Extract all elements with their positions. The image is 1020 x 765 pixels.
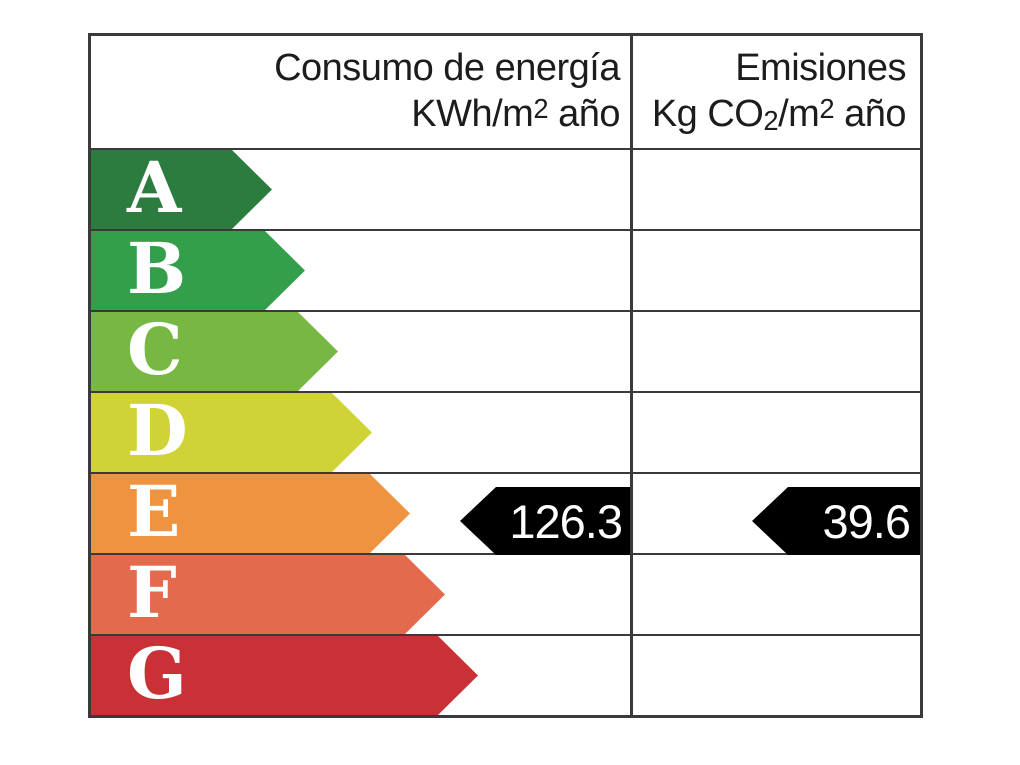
consumption-column-header: Consumo de energía KWh/m2 año xyxy=(91,36,630,148)
consumption-value: 126.3 xyxy=(509,494,623,548)
emissions-column-header: Emisiones Kg CO2/m2 año xyxy=(630,36,920,148)
rating-row-b: B xyxy=(91,229,920,310)
emissions-header-line1: Emisiones xyxy=(735,46,906,89)
subscript-2: 2 xyxy=(763,105,779,137)
rating-letter-g: G xyxy=(127,631,187,715)
rating-row-g: G xyxy=(91,634,920,715)
energy-rating-table: Consumo de energía KWh/m2 año Emisiones … xyxy=(88,33,923,718)
rating-bar-c: C xyxy=(91,312,338,391)
consumption-header-line2: KWh/m2 año xyxy=(411,92,620,135)
rating-letter-f: F xyxy=(127,550,177,634)
rating-letter-a: A xyxy=(127,145,182,229)
rating-letter-e: E xyxy=(127,469,181,553)
rating-bar-f: F xyxy=(91,555,445,634)
column-divider xyxy=(630,36,633,715)
emissions-value: 39.6 xyxy=(822,494,911,548)
rating-bar-d: D xyxy=(91,393,372,472)
energy-rating-table-inner: Consumo de energía KWh/m2 año Emisiones … xyxy=(91,36,920,715)
rating-letter-b: B xyxy=(127,226,187,310)
rating-bar-e: E xyxy=(91,474,410,553)
rating-row-f: F xyxy=(91,553,920,634)
rating-letter-c: C xyxy=(127,307,183,391)
rating-bar-a: A xyxy=(91,150,272,229)
superscript-2: 2 xyxy=(819,92,835,124)
table-header-row: Consumo de energía KWh/m2 año Emisiones … xyxy=(91,36,920,150)
rating-row-a: A xyxy=(91,150,920,229)
emissions-header-line2: Kg CO2/m2 año xyxy=(651,92,907,137)
rating-letter-d: D xyxy=(127,388,188,472)
rating-row-c: C xyxy=(91,310,920,391)
superscript-2: 2 xyxy=(533,92,549,124)
emissions-value-arrow-icon: 39.6 xyxy=(752,487,920,555)
rating-bar-g: G xyxy=(91,636,478,715)
consumption-value-arrow-icon: 126.3 xyxy=(460,487,630,555)
rating-row-d: D xyxy=(91,391,920,472)
consumption-header-line1: Consumo de energía xyxy=(274,46,620,89)
rating-bar-b: B xyxy=(91,231,305,310)
